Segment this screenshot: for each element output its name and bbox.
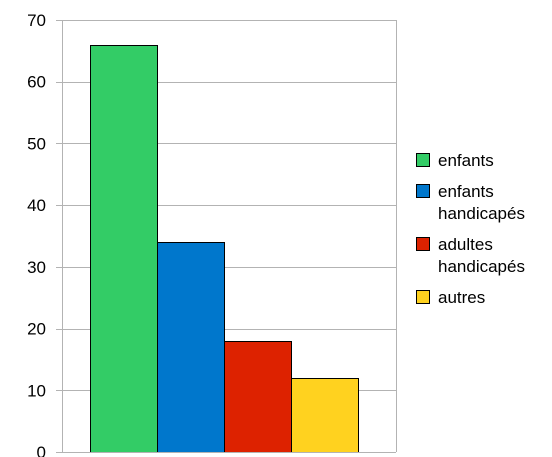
legend-label: handicapés	[438, 257, 525, 276]
y-tick-label: 70	[27, 11, 46, 30]
legend-swatch-enfants	[416, 153, 430, 167]
legend-label: enfants	[438, 151, 494, 170]
legend: enfants enfants handicapés adultes handicapé…	[416, 151, 525, 307]
bar-adultes-handicapés	[224, 341, 292, 453]
legend-label: enfants	[438, 182, 494, 201]
y-tick-label: 0	[37, 443, 46, 457]
y-axis-tick-labels: 0 10 20 30 40 50 60 70	[27, 11, 46, 457]
bar-enfants	[90, 45, 158, 453]
y-tick-label: 40	[27, 196, 46, 215]
legend-swatch-enfants-handicapés	[416, 184, 430, 198]
bar-enfants-handicapés	[157, 242, 225, 453]
legend-swatch-autres	[416, 290, 430, 304]
legend-label: handicapés	[438, 204, 525, 223]
legend-swatch-adultes-handicapés	[416, 237, 430, 251]
y-tick-label: 30	[27, 258, 46, 277]
y-tick-label: 20	[27, 320, 46, 339]
bars	[90, 45, 359, 453]
bar-autres	[291, 378, 359, 453]
legend-label: autres	[438, 288, 485, 307]
plot-frame	[56, 20, 397, 453]
y-tick-label: 50	[27, 134, 46, 153]
legend-label: adultes	[438, 235, 493, 254]
y-tick-label: 60	[27, 73, 46, 92]
y-tick-label: 10	[27, 381, 46, 400]
